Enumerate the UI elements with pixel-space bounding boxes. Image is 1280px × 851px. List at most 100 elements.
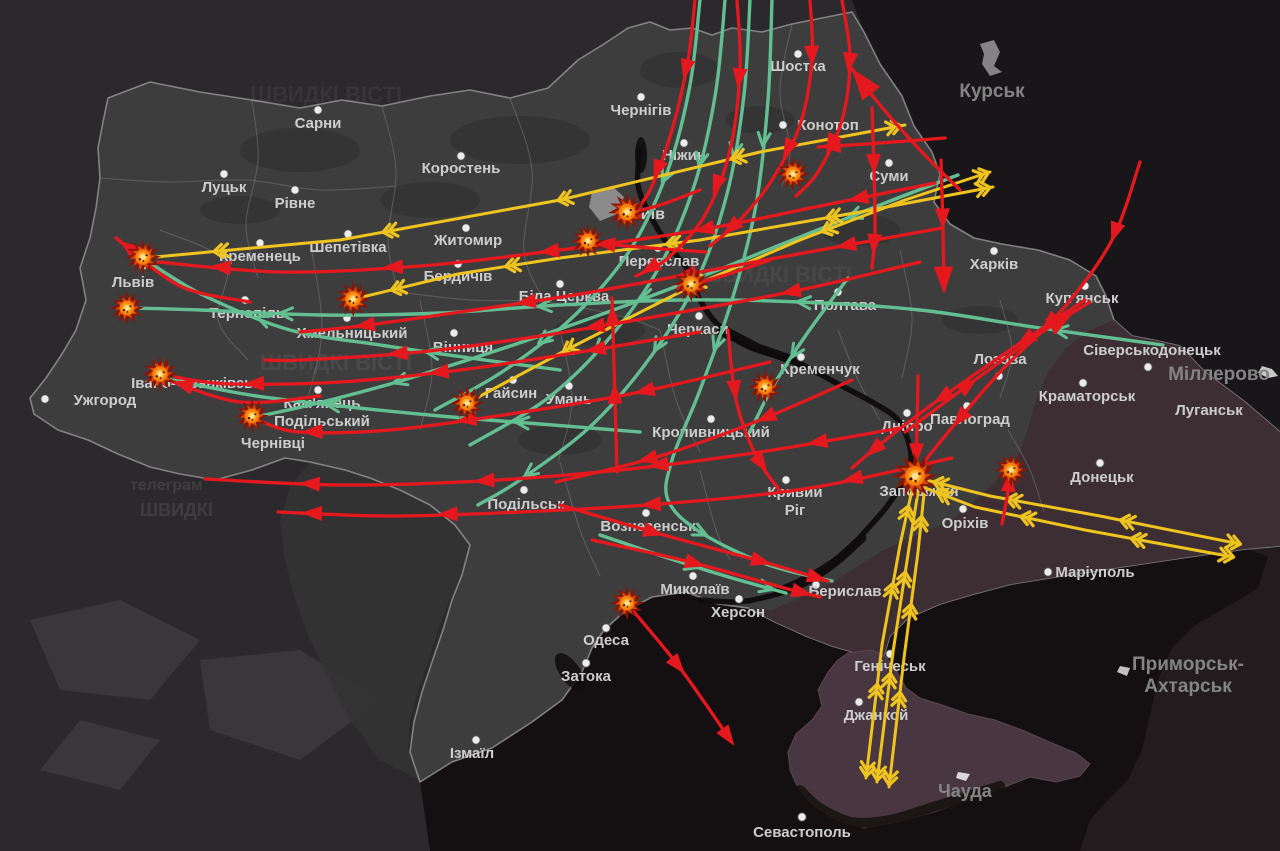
city-dot xyxy=(958,504,968,514)
city-label: Ізмаїл xyxy=(450,745,494,762)
oblast-border xyxy=(899,249,913,379)
arrowhead-red xyxy=(386,345,408,361)
arrowhead-red xyxy=(843,51,859,74)
city-dot xyxy=(636,92,646,102)
city-label: Кременчук xyxy=(780,361,860,378)
arrowhead-red xyxy=(381,259,404,275)
city-label: Луцьк xyxy=(202,179,247,196)
arrowhead-red xyxy=(641,522,665,537)
arrowhead-red xyxy=(473,472,495,488)
arrowhead-red xyxy=(353,316,376,332)
city-dot xyxy=(793,49,803,59)
arrowhead-yellow xyxy=(212,242,231,259)
trajectory-red-40 xyxy=(605,296,623,474)
forest-texture xyxy=(380,182,480,218)
arrowhead-green xyxy=(324,398,342,414)
city-label: Коростень xyxy=(422,160,501,177)
city-label: Шостка xyxy=(770,58,826,75)
russia-region-northeast xyxy=(852,0,1280,432)
explosion-icon xyxy=(608,193,646,231)
arrowhead-red xyxy=(956,378,978,397)
city-label: Краматорськ xyxy=(1039,388,1136,405)
arrowhead-yellow xyxy=(971,167,991,185)
city-label: Житомир xyxy=(433,232,502,249)
city-label: Севастополь xyxy=(753,824,851,841)
city-label: Рівне xyxy=(275,195,316,212)
city-label: Луганськ xyxy=(1175,402,1243,419)
arrowhead-green xyxy=(795,295,812,311)
arrowhead-red xyxy=(782,136,799,160)
trajectory-yellow-16 xyxy=(870,490,920,784)
arrowhead-red xyxy=(804,45,820,67)
arrowhead-red xyxy=(852,68,881,101)
city-label: Оріхів xyxy=(942,515,989,532)
trajectory-yellow-14 xyxy=(918,484,1236,564)
city-dot xyxy=(449,328,459,338)
city-dot xyxy=(734,594,744,604)
arrowhead-yellow xyxy=(890,690,908,709)
city-label: Кременець xyxy=(219,248,301,265)
city-dot xyxy=(694,311,704,321)
outside-label: Курськ xyxy=(959,81,1025,102)
arrowhead-green xyxy=(514,415,531,431)
explosion-icon xyxy=(748,370,782,404)
watermark: ШВИДКІ ВІСТІ xyxy=(250,82,402,107)
city-label: Шепетівка xyxy=(309,239,387,256)
arrowhead-yellow xyxy=(870,763,888,782)
city-dot xyxy=(290,185,300,195)
oblast-border xyxy=(159,229,249,361)
forest-texture xyxy=(640,52,720,88)
arrowhead-red xyxy=(639,496,662,512)
arrowhead-red xyxy=(455,411,478,426)
watermark: ШВИДКІ xyxy=(140,500,213,520)
trajectory-green-3 xyxy=(664,0,834,583)
outside-label: Міллерово xyxy=(1168,364,1270,385)
arrowhead-red xyxy=(712,173,728,196)
arrowhead-red xyxy=(436,506,458,522)
explosion-icon xyxy=(110,291,144,325)
arrowhead-red xyxy=(952,406,973,428)
outside-label: Приморськ-Ахтарськ xyxy=(1132,654,1244,697)
city-dot xyxy=(1043,567,1053,577)
arrowhead-yellow xyxy=(912,514,929,533)
city-dot xyxy=(1143,362,1153,372)
city-dot xyxy=(781,475,791,485)
city-dot xyxy=(1078,378,1088,388)
arrowhead-red xyxy=(726,379,742,402)
arrowhead-red xyxy=(301,423,323,439)
arrowhead-green xyxy=(277,306,295,322)
city-dot xyxy=(555,279,565,289)
arrowhead-red xyxy=(749,551,772,566)
arrowhead-red xyxy=(749,451,768,473)
trajectory-red-32 xyxy=(558,503,830,583)
arrowhead-green xyxy=(790,341,806,359)
arrowhead-yellow xyxy=(1217,546,1236,564)
explosion-icon xyxy=(142,356,178,392)
trajectory-red-36 xyxy=(922,160,1142,464)
city-label: Маріуполь xyxy=(1055,564,1134,581)
arrowhead-green xyxy=(756,130,772,148)
forest-texture xyxy=(240,128,360,172)
arrowhead-red xyxy=(841,469,864,485)
arrowhead-yellow xyxy=(880,671,898,690)
arrowhead-red xyxy=(716,724,735,746)
arrowhead-red xyxy=(755,406,778,422)
explosion-icon xyxy=(776,157,810,191)
arrowhead-green xyxy=(690,522,708,537)
city-dot xyxy=(989,246,999,256)
city-label: Донецьк xyxy=(1070,469,1134,486)
arrowhead-yellow xyxy=(729,147,748,165)
kakhovka-reservoir xyxy=(773,533,867,597)
arrowhead-red xyxy=(300,506,323,522)
trajectory-green-8 xyxy=(748,276,850,434)
arrowhead-red xyxy=(633,381,656,397)
arrowhead-red xyxy=(640,256,663,274)
trajectory-yellow-15 xyxy=(859,488,915,780)
trajectory-red-45 xyxy=(816,136,947,154)
city-label: Львів xyxy=(112,274,154,291)
outside-label: Чауда xyxy=(938,781,993,801)
city-dot xyxy=(456,151,466,161)
arrowhead-yellow xyxy=(1129,531,1148,549)
arrowhead-yellow xyxy=(1118,513,1137,531)
